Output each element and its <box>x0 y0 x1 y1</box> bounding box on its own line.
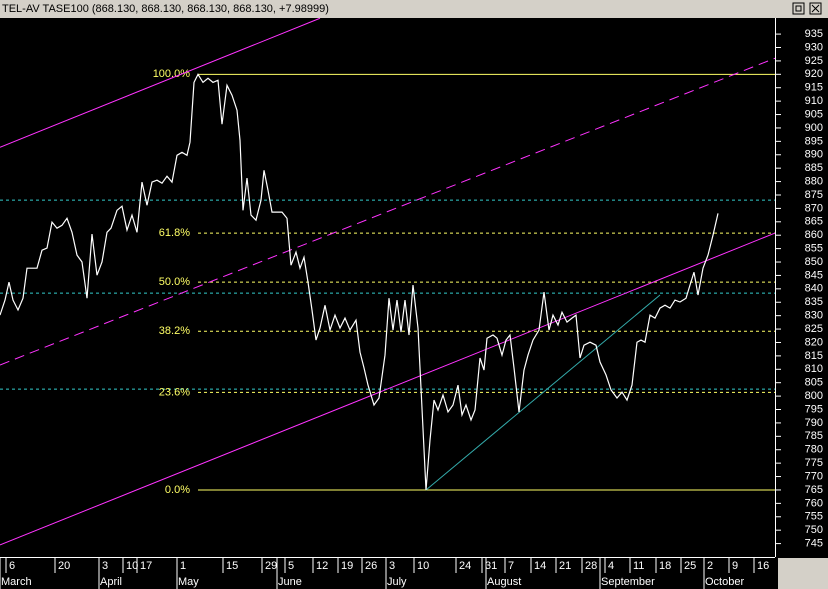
month-label: July <box>387 576 407 588</box>
fib-label: 100.0% <box>153 68 191 80</box>
x-tick-label: 19 <box>341 560 353 572</box>
x-tick-label: 25 <box>684 560 696 572</box>
trend-line <box>0 57 776 366</box>
y-tick-label: 745 <box>805 537 823 549</box>
y-tick-label: 840 <box>805 283 823 295</box>
y-tick-label: 775 <box>805 457 823 469</box>
title-bar <box>0 0 828 18</box>
price-line <box>0 73 719 491</box>
y-tick-label: 875 <box>805 189 823 201</box>
x-tick-label: 4 <box>608 560 614 572</box>
fib-label: 50.0% <box>159 276 190 288</box>
y-tick-label: 830 <box>805 310 823 322</box>
x-tick-label: 9 <box>732 560 738 572</box>
y-tick-label: 900 <box>805 122 823 134</box>
month-label: September <box>601 576 655 588</box>
trend-line <box>425 294 661 491</box>
y-tick-label: 780 <box>805 444 823 456</box>
y-tick-label: 760 <box>805 497 823 509</box>
x-tick-label: 10 <box>417 560 429 572</box>
close-icon <box>811 4 820 13</box>
y-tick-label: 810 <box>805 363 823 375</box>
month-label: June <box>278 576 302 588</box>
fib-label: 61.8% <box>159 227 190 239</box>
month-label: August <box>487 576 521 588</box>
corner <box>778 558 828 589</box>
x-tick-label: 31 <box>485 560 497 572</box>
x-tick-label: 1 <box>180 560 186 572</box>
trend-line <box>0 17 321 148</box>
x-tick-label: 3 <box>389 560 395 572</box>
y-tick-label: 895 <box>805 135 823 147</box>
x-tick-label: 20 <box>58 560 70 572</box>
y-tick-label: 750 <box>805 524 823 536</box>
month-label: March <box>1 576 32 588</box>
x-tick-label: 11 <box>633 560 644 572</box>
month-label: October <box>705 576 744 588</box>
y-tick-label: 770 <box>805 470 823 482</box>
y-tick-label: 845 <box>805 269 823 281</box>
x-tick-label: 24 <box>459 560 471 572</box>
y-tick-label: 910 <box>805 95 823 107</box>
y-tick-label: 920 <box>805 68 823 80</box>
x-tick-label: 2 <box>707 560 713 572</box>
trend-line <box>0 232 776 546</box>
x-tick-label: 6 <box>9 560 15 572</box>
restore-icon <box>795 5 802 12</box>
chart-title: TEL-AV TASE100 (868.130, 868.130, 868.13… <box>2 3 329 15</box>
y-tick-label: 915 <box>805 82 823 94</box>
x-tick-label: 5 <box>288 560 294 572</box>
x-tick-label: 16 <box>757 560 769 572</box>
x-tick-label: 15 <box>226 560 238 572</box>
y-tick-label: 755 <box>805 511 823 523</box>
y-tick-label: 935 <box>805 28 823 40</box>
x-tick-label: 7 <box>508 560 514 572</box>
month-label: April <box>100 576 122 588</box>
y-tick-label: 880 <box>805 175 823 187</box>
x-tick-label: 3 <box>102 560 108 572</box>
y-tick-label: 930 <box>805 41 823 53</box>
y-tick-label: 925 <box>805 55 823 67</box>
y-tick-label: 795 <box>805 403 823 415</box>
y-tick-label: 785 <box>805 430 823 442</box>
x-tick-label: 12 <box>316 560 328 572</box>
x-tick-label: 14 <box>534 560 546 572</box>
y-tick-label: 885 <box>805 162 823 174</box>
fib-label: 23.6% <box>159 386 190 398</box>
y-tick-label: 850 <box>805 256 823 268</box>
fib-label: 0.0% <box>165 484 190 496</box>
y-tick-label: 800 <box>805 390 823 402</box>
x-tick-label: 26 <box>365 560 377 572</box>
restore-button[interactable] <box>792 2 805 15</box>
y-tick-label: 855 <box>805 243 823 255</box>
x-tick-label: 17 <box>140 560 152 572</box>
x-tick-label: 10 <box>126 560 138 572</box>
y-tick-label: 890 <box>805 149 823 161</box>
x-tick-label: 21 <box>559 560 571 572</box>
plot-area <box>0 18 775 557</box>
y-tick-label: 790 <box>805 417 823 429</box>
x-tick-label: 28 <box>585 560 597 572</box>
x-tick-label: 18 <box>659 560 671 572</box>
fib-label: 38.2% <box>159 325 190 337</box>
y-tick-label: 865 <box>805 216 823 228</box>
y-tick-label: 825 <box>805 323 823 335</box>
month-label: May <box>178 576 199 588</box>
y-tick-label: 905 <box>805 108 823 120</box>
y-tick-label: 870 <box>805 202 823 214</box>
y-tick-label: 860 <box>805 229 823 241</box>
y-tick-label: 765 <box>805 484 823 496</box>
y-tick-label: 805 <box>805 377 823 389</box>
y-tick-label: 820 <box>805 336 823 348</box>
x-tick-label: 29 <box>265 560 277 572</box>
y-tick-label: 815 <box>805 350 823 362</box>
y-tick-label: 835 <box>805 296 823 308</box>
